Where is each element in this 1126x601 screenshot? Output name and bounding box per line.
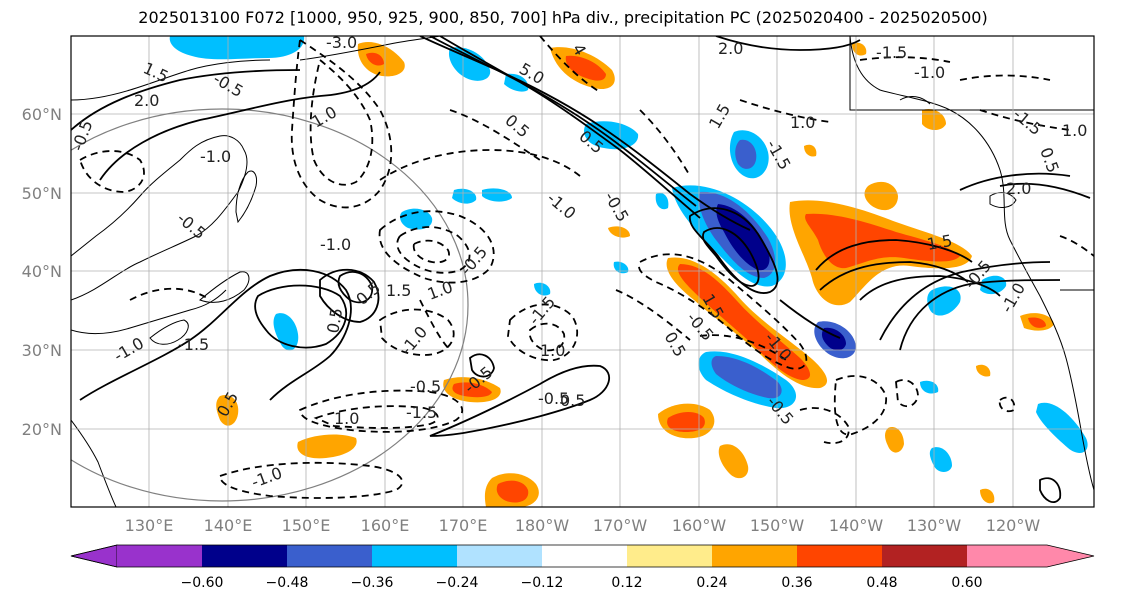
colorbar-extend-low [70,544,118,568]
colorbar: −0.60 −0.48 −0.36 −0.24 −0.12 0.12 0.24 … [70,544,1095,591]
contour-label: -1.5 [406,403,437,422]
contour-label: 2.0 [1006,179,1031,198]
colorbar-outline [70,544,1095,568]
graticule [71,36,1094,507]
colorbar-tick: 0.36 [781,575,812,591]
colorbar-extend-high [967,545,1094,567]
colorbar-bin [457,545,542,567]
map-area [71,36,1094,507]
lon-label: 140°W [829,516,884,535]
contour-label: -1.0 [200,147,231,166]
coastlines [71,36,1094,507]
colorbar-tick: 0.48 [866,575,897,591]
colorbar-tick: 0.12 [611,575,642,591]
contour-label: 1.5 [925,231,953,254]
contour-label: 2.0 [718,39,743,58]
colorbar-tick: 0.60 [951,575,982,591]
lon-label: 180°W [515,516,570,535]
divergence-negative-contours [78,36,1094,499]
colorbar-tick: −0.12 [521,575,564,591]
colorbar-tick: −0.24 [436,575,479,591]
colorbar-tick: −0.60 [181,575,224,591]
colorbar-tick: 0.24 [696,575,727,591]
colorbar-bin [117,545,202,567]
lon-label: 130°E [125,516,174,535]
contour-label: 1.5 [386,281,411,300]
longitude-labels: 130°E 140°E 150°E 160°E 170°E 180°W 170°… [125,516,1041,535]
lon-label: 120°W [986,516,1041,535]
colorbar-bin [372,545,457,567]
colorbar-bin [712,545,797,567]
lat-label: 40°N [22,262,62,281]
contour-label: -0.5 [410,377,441,396]
contour-label: -1.5 [876,43,907,62]
colorbar-bin [287,545,372,567]
contour-label: -0.5 [538,389,569,408]
contour-label: -1.5 [178,335,209,354]
latitude-labels: 60°N 50°N 40°N 30°N 20°N [22,105,62,439]
contour-label: 0.5 [323,306,346,334]
lon-label: 130°W [907,516,962,535]
lon-label: 170°W [593,516,648,535]
contour-label: -3.0 [326,33,357,52]
lat-label: 20°N [22,420,62,439]
chart-title: 2025013100 F072 [1000, 950, 925, 900, 85… [138,8,988,27]
lon-label: 160°W [672,516,727,535]
lon-label: 150°E [282,516,331,535]
contour-label: 1.0 [540,341,565,360]
contour-label: 1.0 [1062,121,1087,140]
colorbar-bin [882,545,967,567]
colorbar-bin [202,545,287,567]
contour-label: -1.0 [320,235,351,254]
contour-label: 1.0 [334,409,359,428]
contour-label: 0.5 [560,391,585,410]
map-frame [70,35,1095,508]
divergence-positive-contours [71,36,1091,503]
lon-label: 140°E [204,516,253,535]
colorbar-bin [627,545,712,567]
lat-label: 30°N [22,341,62,360]
contour-label: -1.0 [914,63,945,82]
lon-label: 150°W [750,516,805,535]
colorbar-tick: −0.36 [351,575,394,591]
contour-label: 1.0 [790,113,815,132]
contour-label: 2.0 [134,91,159,110]
colorbar-bin [542,545,627,567]
lat-label: 50°N [22,184,62,203]
lon-label: 160°E [361,516,410,535]
colorbar-bin [797,545,882,567]
lon-label: 170°E [439,516,488,535]
colorbar-tick: −0.48 [266,575,309,591]
lat-label: 60°N [22,105,62,124]
reference-circle [71,108,469,502]
